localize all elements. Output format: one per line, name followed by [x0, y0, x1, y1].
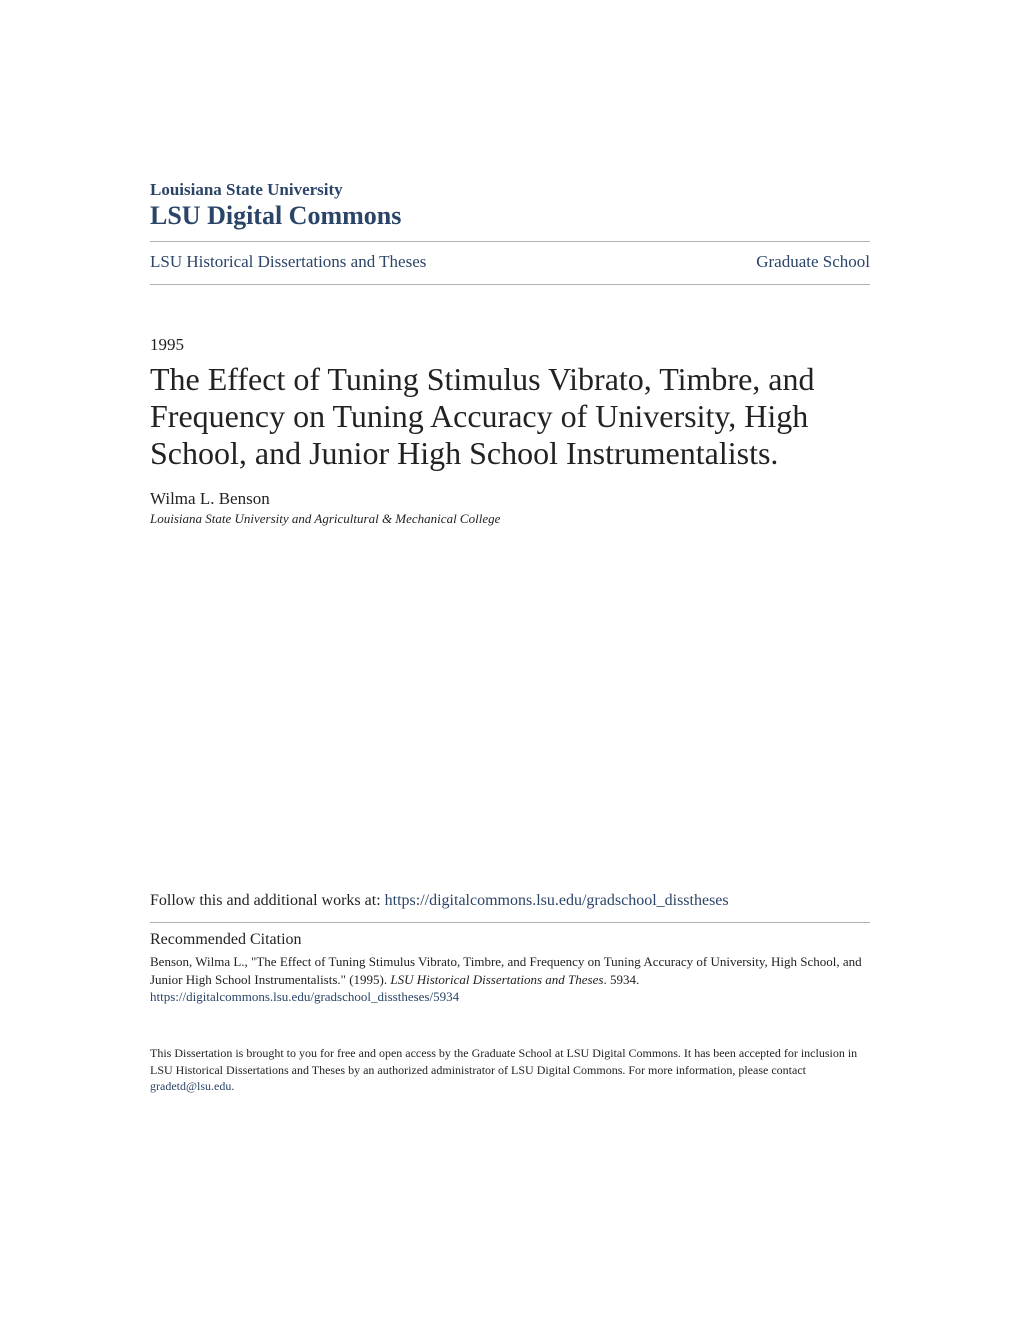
divider-citation: [150, 922, 870, 923]
footer-text: This Dissertation is brought to you for …: [150, 1045, 870, 1094]
publication-year: 1995: [150, 335, 870, 355]
repository-name: LSU Digital Commons: [150, 201, 870, 231]
citation-url[interactable]: https://digitalcommons.lsu.edu/gradschoo…: [150, 989, 870, 1005]
citation-text: Benson, Wilma L., "The Effect of Tuning …: [150, 953, 870, 988]
follow-section: Follow this and additional works at: htt…: [150, 892, 870, 910]
footer-part1: This Dissertation is brought to you for …: [150, 1046, 857, 1076]
follow-link[interactable]: https://digitalcommons.lsu.edu/gradschoo…: [385, 892, 729, 909]
school-link[interactable]: Graduate School: [756, 252, 870, 272]
citation-italic: LSU Historical Dissertations and Theses: [390, 972, 603, 987]
university-name: Louisiana State University: [150, 180, 870, 200]
document-title: The Effect of Tuning Stimulus Vibrato, T…: [150, 361, 870, 471]
author-affiliation: Louisiana State University and Agricultu…: [150, 511, 870, 527]
author-name: Wilma L. Benson: [150, 489, 870, 509]
header-block: Louisiana State University LSU Digital C…: [150, 180, 870, 231]
citation-heading: Recommended Citation: [150, 931, 870, 949]
citation-part2: . 5934.: [603, 972, 639, 987]
follow-label: Follow this and additional works at:: [150, 892, 385, 909]
footer-email[interactable]: gradetd@lsu.edu: [150, 1079, 231, 1093]
footer-part2: .: [231, 1079, 234, 1093]
divider-bottom: [150, 284, 870, 285]
divider-top: [150, 241, 870, 242]
breadcrumb-row: LSU Historical Dissertations and Theses …: [150, 250, 870, 274]
collection-link[interactable]: LSU Historical Dissertations and Theses: [150, 252, 426, 272]
